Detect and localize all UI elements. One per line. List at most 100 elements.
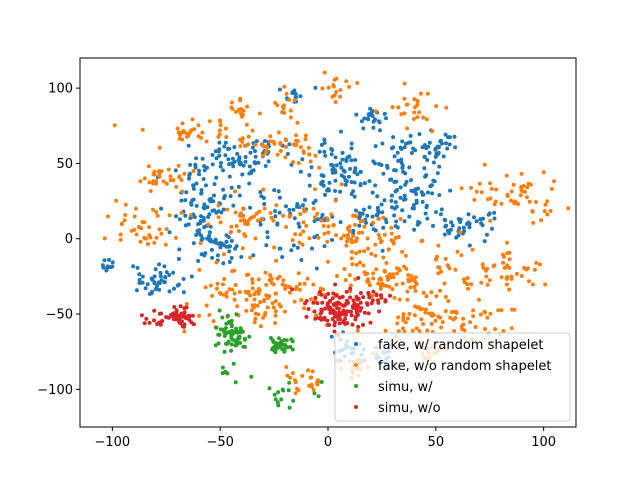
scatter-point bbox=[446, 135, 450, 140]
scatter-point bbox=[265, 235, 270, 240]
scatter-point bbox=[414, 326, 419, 331]
scatter-point bbox=[425, 216, 430, 221]
scatter-point bbox=[325, 216, 330, 221]
scatter-point bbox=[250, 277, 255, 282]
scatter-point bbox=[409, 274, 414, 279]
scatter-point bbox=[278, 140, 283, 145]
scatter-point bbox=[405, 297, 410, 302]
scatter-point bbox=[284, 144, 288, 149]
scatter-point bbox=[168, 178, 173, 183]
scatter-point bbox=[273, 291, 278, 296]
scatter-point bbox=[457, 226, 462, 231]
scatter-point bbox=[353, 158, 358, 162]
scatter-point bbox=[331, 84, 336, 89]
scatter-point bbox=[524, 195, 529, 200]
scatter-point bbox=[483, 310, 487, 315]
scatter-point bbox=[373, 144, 378, 149]
scatter-point bbox=[367, 283, 372, 288]
scatter-point bbox=[365, 302, 370, 307]
scatter-point bbox=[123, 202, 128, 207]
scatter-point bbox=[538, 262, 542, 267]
scatter-point bbox=[149, 276, 154, 281]
scatter-point bbox=[505, 251, 510, 256]
scatter-point bbox=[362, 181, 367, 186]
scatter-point bbox=[358, 183, 363, 188]
scatter-point bbox=[465, 276, 470, 280]
legend: fake, w/ random shapelet fake, w/o rando… bbox=[334, 332, 571, 422]
scatter-point bbox=[242, 218, 247, 222]
scatter-point bbox=[375, 194, 380, 199]
scatter-point bbox=[175, 126, 180, 131]
scatter-point bbox=[361, 322, 365, 327]
scatter-point bbox=[207, 212, 212, 217]
scatter-point bbox=[525, 185, 530, 190]
scatter-point bbox=[347, 84, 352, 89]
scatter-point bbox=[319, 182, 324, 186]
scatter-point bbox=[244, 308, 249, 313]
scatter-point bbox=[247, 171, 252, 176]
scatter-point bbox=[440, 320, 445, 325]
scatter-point bbox=[520, 189, 525, 194]
scatter-point bbox=[394, 282, 399, 287]
scatter-point bbox=[228, 230, 233, 235]
scatter-point bbox=[216, 203, 221, 208]
scatter-point bbox=[228, 244, 232, 249]
scatter-point bbox=[256, 160, 261, 165]
scatter-point bbox=[371, 271, 376, 276]
scatter-point bbox=[395, 150, 400, 155]
scatter-point bbox=[548, 209, 553, 213]
scatter-point bbox=[539, 218, 544, 223]
scatter-point bbox=[305, 276, 310, 281]
scatter-point bbox=[448, 188, 453, 193]
legend-marker-series-0 bbox=[354, 342, 358, 346]
scatter-point bbox=[472, 215, 476, 220]
scatter-point bbox=[218, 245, 223, 250]
scatter-point bbox=[424, 203, 429, 208]
scatter-point bbox=[314, 313, 319, 318]
scatter-point bbox=[338, 220, 343, 225]
scatter-point bbox=[226, 235, 231, 240]
scatter-point bbox=[229, 256, 234, 260]
scatter-point bbox=[199, 191, 204, 196]
scatter-point bbox=[273, 321, 278, 325]
scatter-point bbox=[323, 153, 328, 158]
scatter-point bbox=[371, 119, 376, 124]
scatter-point bbox=[361, 263, 366, 268]
scatter-point bbox=[435, 152, 439, 157]
scatter-point bbox=[374, 109, 379, 114]
scatter-point bbox=[396, 105, 401, 110]
scatter-point bbox=[171, 270, 176, 275]
scatter-point bbox=[418, 91, 423, 96]
scatter-point bbox=[339, 182, 344, 187]
scatter-point bbox=[424, 294, 429, 299]
scatter-point bbox=[379, 163, 384, 167]
scatter-point bbox=[238, 111, 243, 116]
scatter-point bbox=[218, 327, 223, 332]
scatter-point bbox=[303, 197, 307, 202]
scatter-point bbox=[245, 104, 250, 109]
scatter-point bbox=[114, 198, 119, 203]
legend-label-series-0: fake, w/ random shapelet bbox=[378, 338, 544, 353]
scatter-point bbox=[257, 288, 262, 293]
scatter-point bbox=[521, 184, 526, 188]
scatter-point bbox=[157, 281, 162, 286]
scatter-point bbox=[459, 186, 464, 191]
scatter-point bbox=[222, 277, 227, 281]
scatter-point bbox=[174, 184, 179, 189]
scatter-point bbox=[159, 231, 164, 236]
scatter-point bbox=[366, 290, 371, 295]
scatter-point bbox=[421, 322, 426, 326]
scatter-point bbox=[297, 205, 302, 210]
scatter-point bbox=[182, 313, 187, 318]
scatter-point bbox=[187, 171, 192, 176]
scatter-point bbox=[496, 308, 501, 313]
scatter-point bbox=[441, 154, 446, 159]
scatter-point bbox=[244, 143, 248, 148]
scatter-point bbox=[303, 137, 308, 142]
scatter-point bbox=[467, 243, 472, 248]
scatter-point bbox=[191, 169, 196, 173]
scatter-point bbox=[268, 139, 272, 144]
scatter-point bbox=[362, 310, 367, 315]
scatter-point bbox=[336, 300, 340, 305]
scatter-point bbox=[138, 239, 143, 244]
